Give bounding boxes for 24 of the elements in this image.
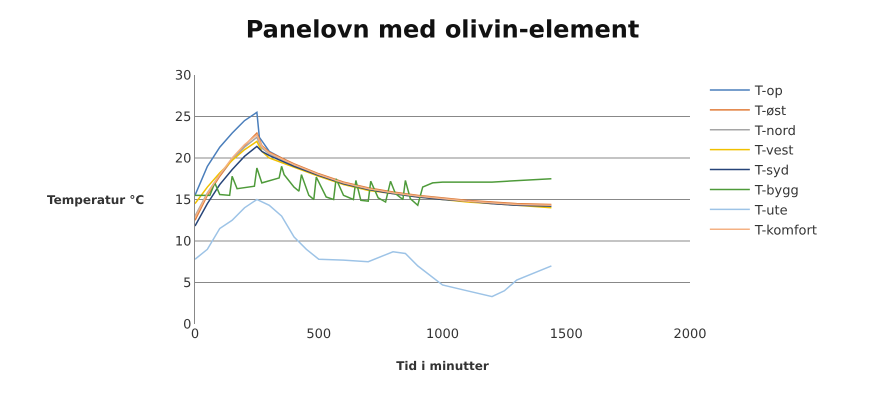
legend-label: T-op	[754, 84, 783, 100]
y-axis-title: Temperatur °C	[47, 193, 144, 207]
y-tick-label: 25	[174, 110, 192, 126]
legend-label: T-ute	[754, 203, 788, 218]
line-series	[195, 146, 552, 227]
y-tick-label: 20	[174, 152, 192, 167]
legend-label: T-komfort	[754, 223, 817, 238]
y-tick-label: 30	[174, 68, 192, 84]
legend-label: T-bygg	[754, 184, 799, 199]
x-tick-label: 2000	[673, 327, 707, 342]
chart-title: Panelovn med olivin-element	[246, 15, 640, 44]
line-series	[195, 166, 552, 206]
x-tick-label: 500	[306, 327, 332, 342]
y-tick-label: 15	[174, 193, 192, 208]
legend-label: T-vest	[754, 144, 794, 159]
y-tick-label: 10	[174, 234, 192, 250]
x-axis-title: Tid i minutter	[396, 358, 489, 373]
legend-label: T-syd	[754, 164, 790, 179]
y-tick-label: 5	[183, 276, 192, 292]
line-series	[195, 198, 552, 298]
x-tick-label: 1500	[550, 327, 583, 342]
x-tick-label: 1000	[426, 327, 460, 342]
legend-label: T-øst	[754, 104, 786, 119]
legend-label: T-nord	[754, 124, 796, 139]
